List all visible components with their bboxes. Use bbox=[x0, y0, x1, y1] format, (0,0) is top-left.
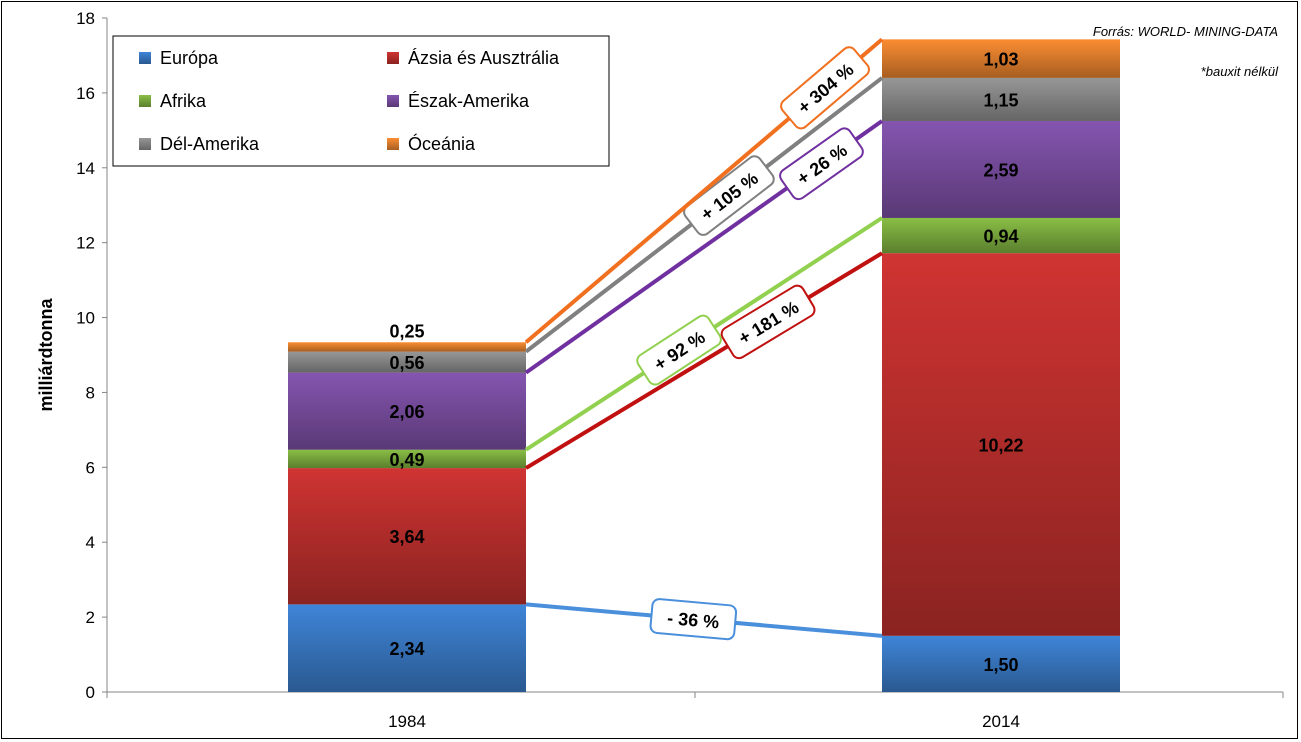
y-tick-label: 0 bbox=[86, 683, 95, 702]
data-label: 2,59 bbox=[983, 160, 1018, 180]
y-tick-label: 2 bbox=[86, 608, 95, 627]
bar-segment bbox=[288, 604, 526, 692]
bauxit-note: *bauxit nélkül bbox=[1201, 64, 1279, 79]
x-tick-label: 1984 bbox=[388, 712, 426, 731]
data-label: 2,06 bbox=[389, 402, 424, 422]
change-label: + 26 % bbox=[779, 127, 864, 201]
y-tick-label: 4 bbox=[86, 533, 95, 552]
data-label: 2,34 bbox=[389, 639, 424, 659]
legend-label: Ázsia és Ausztrália bbox=[408, 48, 560, 68]
legend-swatch bbox=[387, 138, 399, 150]
data-label: 1,50 bbox=[983, 655, 1018, 675]
bar-segment bbox=[882, 635, 1120, 692]
bar-segment bbox=[882, 77, 1120, 121]
data-label: 1,03 bbox=[983, 50, 1018, 70]
y-tick-label: 10 bbox=[76, 309, 95, 328]
x-tick-label: 2014 bbox=[982, 712, 1020, 731]
change-label: + 304 % bbox=[780, 46, 870, 130]
legend-label: Dél-Amerika bbox=[160, 134, 260, 154]
change-label: + 181 % bbox=[720, 284, 816, 360]
source-note: Forrás: WORLD- MINING-DATA bbox=[1093, 24, 1278, 39]
legend-swatch bbox=[139, 138, 151, 150]
data-label: 1,15 bbox=[983, 90, 1018, 110]
legend-box bbox=[112, 35, 610, 167]
change-lines: - 36 %+ 181 %+ 92 %+ 26 %+ 105 %+ 304 % bbox=[524, 37, 884, 641]
segment-labels: 2,34 3,64 0,49 2,06 0,56 0,25 1,50 10,22 0,94 2,5… bbox=[389, 50, 1023, 675]
legend-label: Afrika bbox=[160, 91, 207, 111]
legend-label: Európa bbox=[160, 48, 219, 68]
change-label-text: - 36 % bbox=[666, 608, 720, 633]
legend-swatch bbox=[139, 95, 151, 107]
y-tick-label: 14 bbox=[76, 159, 95, 178]
bar-segment bbox=[288, 468, 526, 605]
legend-label: Óceánia bbox=[408, 133, 476, 154]
legend-swatch bbox=[139, 52, 151, 64]
legend-label: Észak-Amerika bbox=[408, 91, 530, 111]
bar-segment bbox=[882, 120, 1120, 218]
bar-segment bbox=[288, 449, 526, 469]
legend-swatch bbox=[387, 52, 399, 64]
bar-segment bbox=[288, 372, 526, 450]
bars bbox=[288, 39, 1120, 692]
data-label: 0,56 bbox=[389, 353, 424, 373]
data-label: 0,49 bbox=[389, 450, 424, 470]
y-tick-label: 8 bbox=[86, 383, 95, 402]
legend: Európa Ázsia és Ausztrália Afrika Észak-Ame… bbox=[112, 35, 610, 167]
y-tick-label: 12 bbox=[76, 234, 95, 253]
y-axis-label: milliárdtonna bbox=[36, 298, 56, 412]
change-label: - 36 % bbox=[649, 598, 738, 641]
bar-segment bbox=[882, 217, 1120, 254]
bar-segment bbox=[882, 253, 1120, 636]
bar-segment bbox=[288, 342, 526, 352]
legend-swatch bbox=[387, 95, 399, 107]
data-label: 3,64 bbox=[389, 527, 424, 547]
data-label: 10,22 bbox=[978, 435, 1023, 455]
change-line bbox=[524, 251, 884, 470]
y-tick-label: 16 bbox=[76, 84, 95, 103]
y-tick-label: 18 bbox=[76, 9, 95, 28]
bar-segment bbox=[288, 351, 526, 373]
y-tick-label: 6 bbox=[86, 458, 95, 477]
bar-segment bbox=[882, 39, 1120, 78]
data-label: 0,94 bbox=[983, 227, 1018, 247]
data-label: 0,25 bbox=[389, 321, 424, 341]
